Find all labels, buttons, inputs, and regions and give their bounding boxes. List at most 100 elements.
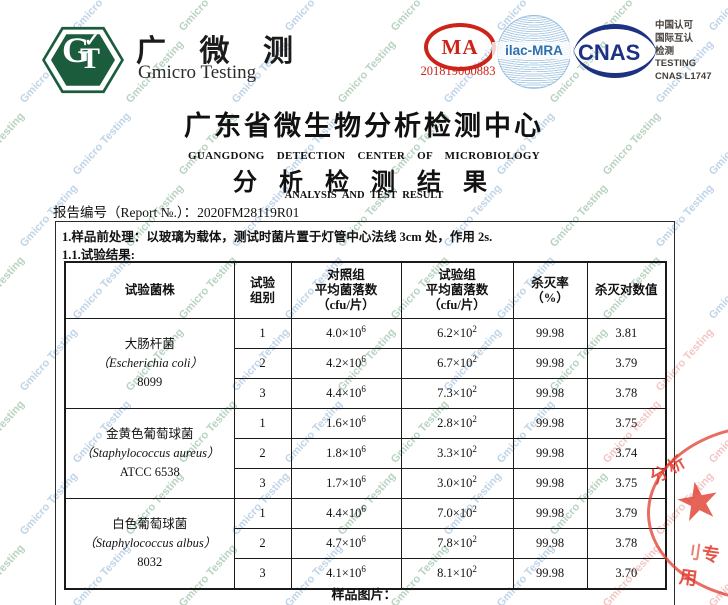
- cnas-info-line: CNAS L1747: [655, 71, 712, 83]
- log-value: 3.81: [586, 318, 667, 349]
- group-no: 2: [233, 348, 292, 379]
- table-row: 3 4.1×106 8.1×102 99.98 3.70: [65, 558, 667, 590]
- cma-letters: MA: [441, 34, 479, 59]
- species-strain: 8032: [137, 555, 163, 569]
- group-no: 3: [233, 558, 292, 590]
- test-count: 2.8×102: [400, 408, 514, 439]
- watermark-text: Gmicro Testing: [0, 0, 27, 34]
- star-icon: ★: [670, 470, 727, 535]
- group-no: 1: [233, 408, 292, 439]
- table-row: 白色葡萄球菌 （Staphylococcus albus） 8032 1 4.4…: [64, 498, 667, 590]
- species-name-cn: 白色葡萄球菌: [112, 517, 188, 531]
- col-header-test: 试验组 平均菌落数 （cfu/片）: [400, 261, 514, 319]
- report-number-line: 报告编号（Report №.）：2020FM28119R01: [53, 201, 299, 221]
- test-count: 7.3×102: [400, 378, 514, 409]
- log-value: 3.79: [586, 348, 667, 379]
- kill-rate: 99.98: [512, 438, 588, 469]
- species-strain: ATCC 6538: [119, 465, 180, 479]
- test-count: 3.0×102: [400, 468, 514, 499]
- watermark-text: Gmicro Testing: [706, 398, 728, 466]
- watermark-text: Gmicro Testing: [0, 398, 28, 465]
- org-title-english: GUANGDONG DETECTION CENTER OF MICROBIOLO…: [188, 150, 540, 162]
- species-name-latin: （Escherichia coli）: [96, 356, 204, 370]
- species-name-cn: 大肠杆菌: [124, 337, 175, 351]
- col-header-control: 对照组 平均菌落数 （cfu/片）: [290, 261, 402, 319]
- species-name-latin: （Staphylococcus albus）: [83, 536, 217, 550]
- species-cell: 白色葡萄球菌 （Staphylococcus albus） 8032: [64, 498, 235, 590]
- check-icon: ✓: [84, 30, 100, 51]
- control-count: 1.7×106: [290, 468, 402, 499]
- table-row: 大肠杆菌 （Escherichia coli） 8099 1 4.0×106 6…: [64, 318, 667, 409]
- watermark-text: Gmicro Testing: [706, 254, 728, 322]
- test-count: 3.3×102: [400, 438, 514, 469]
- cnas-mark-icon: CNAS: [573, 24, 657, 78]
- col-header-logvalue: 杀灭对数值: [586, 261, 667, 319]
- group-no: 1: [233, 498, 292, 529]
- table-row: 2 4.7×106 7.8×102 99.98 3.78: [65, 528, 667, 559]
- group-no: 2: [233, 438, 292, 469]
- ilac-mra-label: ilac-MRA: [492, 42, 576, 59]
- test-count: 6.7×102: [400, 348, 514, 379]
- test-count: 7.0×102: [400, 498, 514, 529]
- kill-rate: 99.98: [512, 498, 588, 529]
- control-count: 1.6×106: [290, 408, 402, 439]
- log-value: 3.70: [586, 558, 667, 590]
- logo-letter-t: T: [80, 42, 101, 75]
- cnas-swoosh-bottom: [573, 45, 657, 78]
- log-value: 3.74: [586, 438, 667, 469]
- logo-letter-g: G: [62, 30, 91, 70]
- control-count: 4.4×106: [290, 378, 402, 409]
- watermark-text: Gmicro Testing: [0, 254, 28, 321]
- kill-rate: 99.98: [512, 558, 588, 590]
- table-row: 2 1.8×106 3.3×102 99.98 3.74: [65, 438, 667, 469]
- sample-picture-label: 样品图片：: [331, 587, 397, 602]
- kill-rate: 99.98: [512, 378, 588, 409]
- control-count: 4.2×106: [290, 348, 402, 379]
- col-header-killrate: 杀灭率 （%）: [512, 261, 588, 319]
- species-cell: 金黄色葡萄球菌 （Staphylococcus aureus） ATCC 653…: [64, 408, 235, 499]
- org-title-chinese: 广东省微生物分析检测中心: [184, 111, 544, 141]
- group-no: 3: [233, 378, 292, 409]
- species-name-latin: （Staphylococcus aureus）: [80, 446, 220, 460]
- cnas-info-line: 国际互认: [655, 32, 694, 44]
- pretreatment-text: 1.样品前处理：以玻璃为载体，测试时菌片置于灯管中心法线 3cm 处，作用 2s…: [62, 230, 493, 244]
- cma-number: 201819000883: [420, 64, 496, 78]
- result-heading: 1.1.试验结果:: [62, 248, 135, 262]
- group-no: 1: [233, 318, 292, 349]
- control-count: 4.7×106: [290, 528, 402, 559]
- kill-rate: 99.98: [512, 528, 588, 559]
- control-count: 4.1×106: [290, 558, 402, 590]
- ilac-mra-mark-icon: ilac-MRA: [492, 15, 576, 89]
- brand-name-chinese: 广 微 测: [136, 35, 306, 68]
- species-name-cn: 金黄色葡萄球菌: [105, 427, 194, 441]
- col-header-group: 试验 组别: [233, 261, 292, 319]
- logo-core: G T ✓: [51, 30, 115, 86]
- control-count: 1.8×106: [290, 438, 402, 469]
- watermark-text: Gmicro Testing: [335, 38, 399, 106]
- log-value: 3.75: [586, 468, 667, 499]
- doc-title-chinese: 分 析 检 测 结 果: [233, 170, 495, 196]
- kill-rate: 99.98: [512, 468, 588, 499]
- cnas-info-line: TESTING: [655, 58, 697, 70]
- cnas-info-line: 检测: [655, 45, 675, 57]
- log-value: 3.78: [586, 528, 667, 559]
- section-border-box: [55, 221, 675, 605]
- report-number-label: 报告编号（Report №.）：: [53, 205, 198, 220]
- table-row: 3 4.4×106 7.3×102 99.98 3.78: [65, 378, 667, 409]
- test-count: 7.8×102: [400, 528, 514, 559]
- test-count: 6.2×102: [400, 318, 514, 349]
- kill-rate: 99.98: [512, 408, 588, 439]
- group-no: 2: [233, 528, 292, 559]
- log-value: 3.78: [586, 378, 667, 409]
- log-value: 3.79: [586, 498, 667, 529]
- species-strain: 8099: [137, 375, 163, 389]
- cnas-info-block: 中国认可 国际互认 检测 TESTING CNAS L1747: [655, 20, 712, 84]
- group-no: 3: [233, 468, 292, 499]
- log-value: 3.75: [586, 408, 667, 439]
- test-count: 8.1×102: [400, 558, 514, 590]
- brand-name-english: Gmicro Testing: [138, 62, 257, 83]
- col-header-strain: 试验菌株: [64, 261, 235, 319]
- gmicro-logo: G T ✓: [42, 26, 124, 94]
- kill-rate: 99.98: [512, 318, 588, 349]
